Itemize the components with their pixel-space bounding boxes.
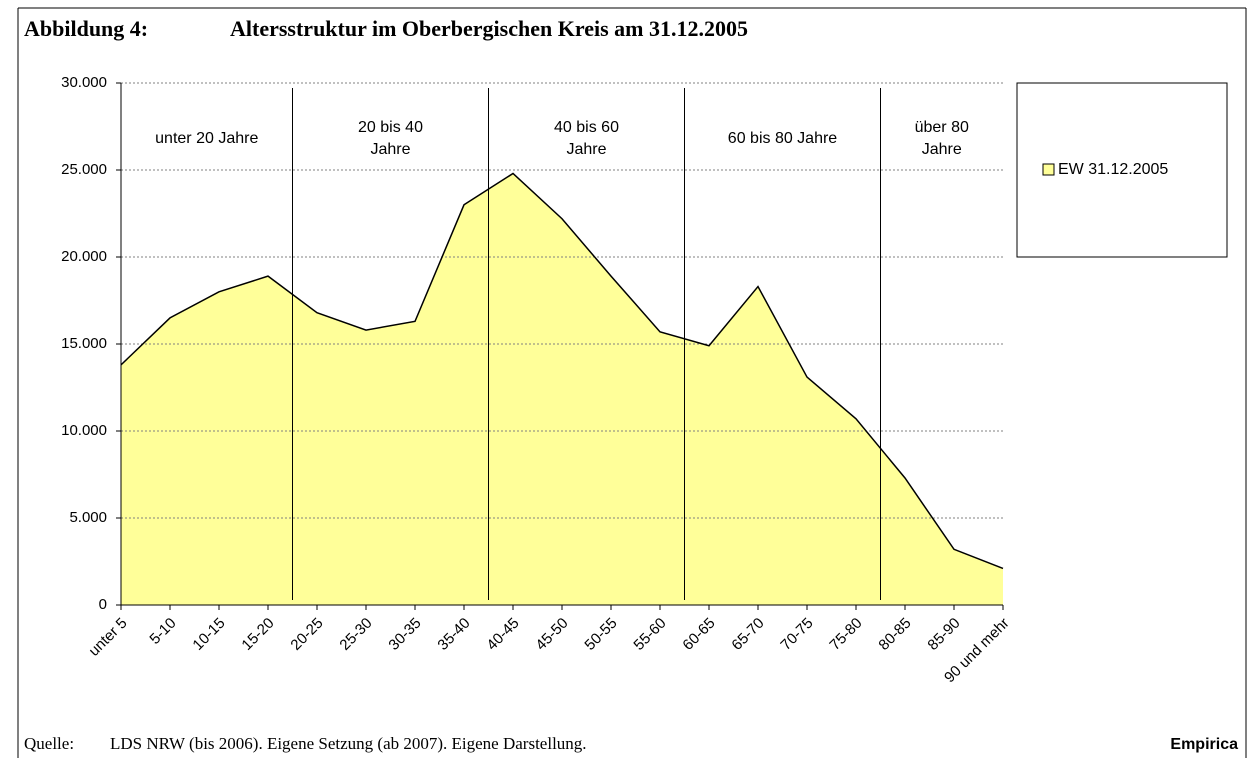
x-tick-label: 85-90	[924, 615, 963, 654]
y-tick-label: 25.000	[61, 161, 107, 178]
legend-swatch	[1042, 163, 1055, 176]
area	[121, 173, 1003, 606]
x-tick-label: 65-70	[728, 615, 767, 654]
x-tick-label: 75-80	[826, 615, 865, 654]
source: LDS NRW (bis 2006). Eigene Setzung (ab 2…	[110, 734, 587, 753]
brand: Empirica	[1170, 736, 1238, 753]
group-label: 60 bis 80 Jahre	[727, 130, 838, 147]
x-tick-label: 55-60	[630, 615, 669, 654]
grid	[121, 82, 1003, 519]
x-tick-label: 25-30	[336, 615, 375, 654]
y-tick-label: 5.000	[69, 509, 107, 526]
y-tick-label: 0	[99, 596, 107, 613]
group-label: über 80 Jahre	[914, 119, 969, 158]
group-label: 40 bis 60 Jahre	[554, 119, 619, 158]
line	[120, 172, 1004, 570]
x-tick-label: 45-50	[532, 615, 571, 654]
y-tick-label: 30.000	[61, 74, 107, 91]
source-label: Quelle:	[24, 734, 74, 753]
x-tick-label: 80-85	[875, 615, 914, 654]
x-tick-label: 35-40	[434, 615, 473, 654]
x-tick-label: 40-45	[483, 615, 522, 654]
y-tick-label: 10.000	[61, 422, 107, 439]
figure-label: Abbildung 4:	[24, 16, 148, 41]
group-label: 20 bis 40 Jahre	[358, 119, 423, 158]
x-tick-label: 5-10	[146, 615, 179, 648]
chart-title: Altersstruktur im Oberbergischen Kreis a…	[230, 16, 748, 41]
x-tick-label: unter 5	[86, 615, 131, 660]
group-label: unter 20 Jahre	[155, 130, 259, 147]
x-tick-label: 10-15	[189, 615, 228, 654]
x-tick-label: 50-55	[581, 615, 620, 654]
x-tick-label: 15-20	[238, 615, 277, 654]
y-tick-label: 15.000	[61, 335, 107, 352]
legend-label: EW 31.12.2005	[1058, 161, 1168, 178]
x-tick-label: 20-25	[287, 615, 326, 654]
y-tick-label: 20.000	[61, 248, 107, 265]
x-tick-label: 60-65	[679, 615, 718, 654]
x-tick-label: 30-35	[385, 615, 424, 654]
x-tick-label: 70-75	[777, 615, 816, 654]
